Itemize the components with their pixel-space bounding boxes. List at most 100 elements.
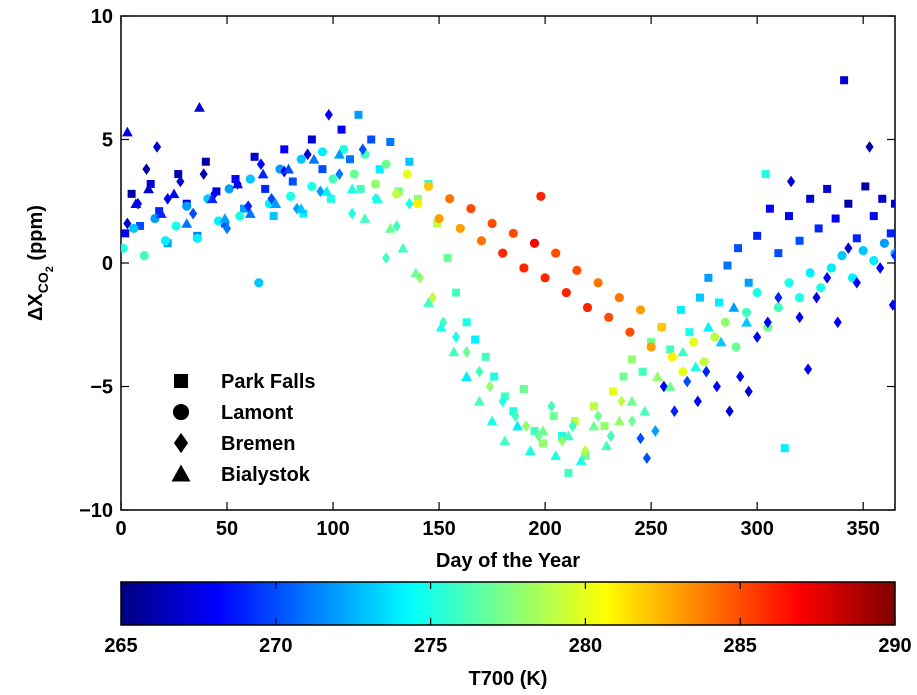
- point-lamont: [699, 357, 709, 367]
- point-lamont: [328, 174, 338, 184]
- point-bremen: [606, 430, 615, 442]
- point-lamont: [678, 367, 688, 377]
- point-bremen: [763, 316, 772, 329]
- point-bremen: [176, 175, 185, 188]
- point-park-falls: [840, 76, 849, 85]
- point-lamont: [160, 236, 171, 246]
- point-bremen: [462, 346, 471, 358]
- point-lamont: [826, 263, 836, 273]
- point-bremen: [415, 272, 425, 284]
- point-park-falls: [354, 110, 363, 119]
- point-park-falls: [549, 412, 558, 421]
- point-bialystok: [575, 455, 587, 465]
- y-axis-label-sub2: 2: [44, 266, 56, 272]
- point-lamont: [784, 278, 794, 288]
- point-lamont: [498, 248, 508, 258]
- point-bremen: [547, 400, 556, 413]
- point-lamont: [445, 194, 455, 204]
- point-lamont: [837, 250, 847, 261]
- point-lamont: [466, 204, 476, 214]
- y-tick-label: −10: [79, 500, 113, 522]
- colorbar: 265 270 275 280 285 290 T700 (K): [104, 581, 912, 690]
- point-park-falls: [443, 254, 452, 263]
- point-bremen: [189, 207, 198, 220]
- point-bialystok: [257, 168, 269, 179]
- point-park-falls: [127, 189, 136, 198]
- x-tick-label: 350: [847, 518, 880, 540]
- point-bremen: [890, 249, 895, 262]
- legend-label: Bialystok: [221, 464, 311, 486]
- legend-marker-diamond: [173, 432, 189, 454]
- point-park-falls: [307, 135, 316, 144]
- point-bremen: [303, 148, 312, 161]
- point-park-falls: [269, 212, 278, 221]
- point-bialystok: [346, 183, 358, 194]
- point-bialystok: [321, 185, 333, 196]
- point-bialystok: [155, 208, 167, 218]
- point-bialystok: [410, 267, 422, 278]
- point-bremen: [844, 242, 853, 254]
- plot-frame: [120, 15, 896, 511]
- point-bialystok: [512, 420, 523, 431]
- colorbar-ticks: 265 270 275 280 285 290: [104, 582, 912, 657]
- point-park-falls: [761, 170, 770, 179]
- point-bremen: [498, 395, 507, 408]
- point-bremen: [702, 365, 711, 378]
- point-bremen: [142, 163, 151, 175]
- point-bremen: [163, 192, 172, 205]
- point-park-falls: [695, 293, 704, 302]
- point-park-falls: [806, 194, 815, 203]
- point-bialystok: [435, 321, 447, 332]
- colorbar-gradient: [120, 581, 896, 626]
- point-park-falls: [299, 209, 308, 218]
- point-lamont: [879, 238, 889, 248]
- point-bialystok: [626, 395, 638, 406]
- point-park-falls: [628, 355, 637, 364]
- point-park-falls: [146, 179, 155, 188]
- point-park-falls: [869, 212, 878, 221]
- point-lamont: [402, 169, 412, 179]
- point-bremen: [152, 141, 162, 153]
- point-bremen: [324, 109, 333, 121]
- y-tick-label: 0: [102, 253, 113, 275]
- point-bialystok: [690, 361, 702, 372]
- x-tick-label: 100: [316, 518, 349, 540]
- point-park-falls: [878, 194, 887, 203]
- point-bremen: [888, 299, 895, 311]
- point-lamont: [254, 278, 264, 288]
- legend-label: Lamont: [221, 402, 294, 424]
- point-lamont: [370, 179, 381, 189]
- legend-marker-square: [174, 374, 188, 388]
- point-lamont: [245, 174, 255, 184]
- point-bremen: [534, 430, 543, 442]
- point-park-falls: [723, 261, 732, 270]
- x-tick-label: 0: [115, 518, 126, 540]
- point-park-falls: [405, 157, 414, 166]
- point-lamont: [192, 233, 202, 243]
- point-lamont: [339, 144, 349, 154]
- point-park-falls: [337, 125, 346, 134]
- point-park-falls: [261, 184, 270, 193]
- point-bialystok: [550, 450, 562, 460]
- point-bremen: [316, 185, 325, 198]
- point-lamont: [423, 181, 434, 192]
- point-lamont: [434, 213, 444, 224]
- point-bialystok: [715, 336, 727, 347]
- point-park-falls: [509, 407, 518, 416]
- x-tick-label: 250: [634, 518, 667, 540]
- point-bialystok: [563, 430, 574, 441]
- point-bremen: [642, 452, 651, 464]
- point-bremen: [617, 395, 626, 408]
- x-tick-label: 50: [216, 518, 238, 540]
- point-bialystok: [372, 193, 383, 204]
- point-bialystok: [283, 163, 294, 174]
- point-bremen: [568, 420, 577, 432]
- point-lamont: [646, 342, 656, 352]
- point-bremen: [627, 415, 637, 427]
- point-park-falls: [250, 152, 259, 161]
- point-park-falls: [220, 219, 229, 228]
- point-park-falls: [239, 204, 248, 213]
- point-park-falls: [136, 221, 145, 230]
- point-bremen: [199, 168, 208, 180]
- y-tick-label: −5: [90, 377, 113, 399]
